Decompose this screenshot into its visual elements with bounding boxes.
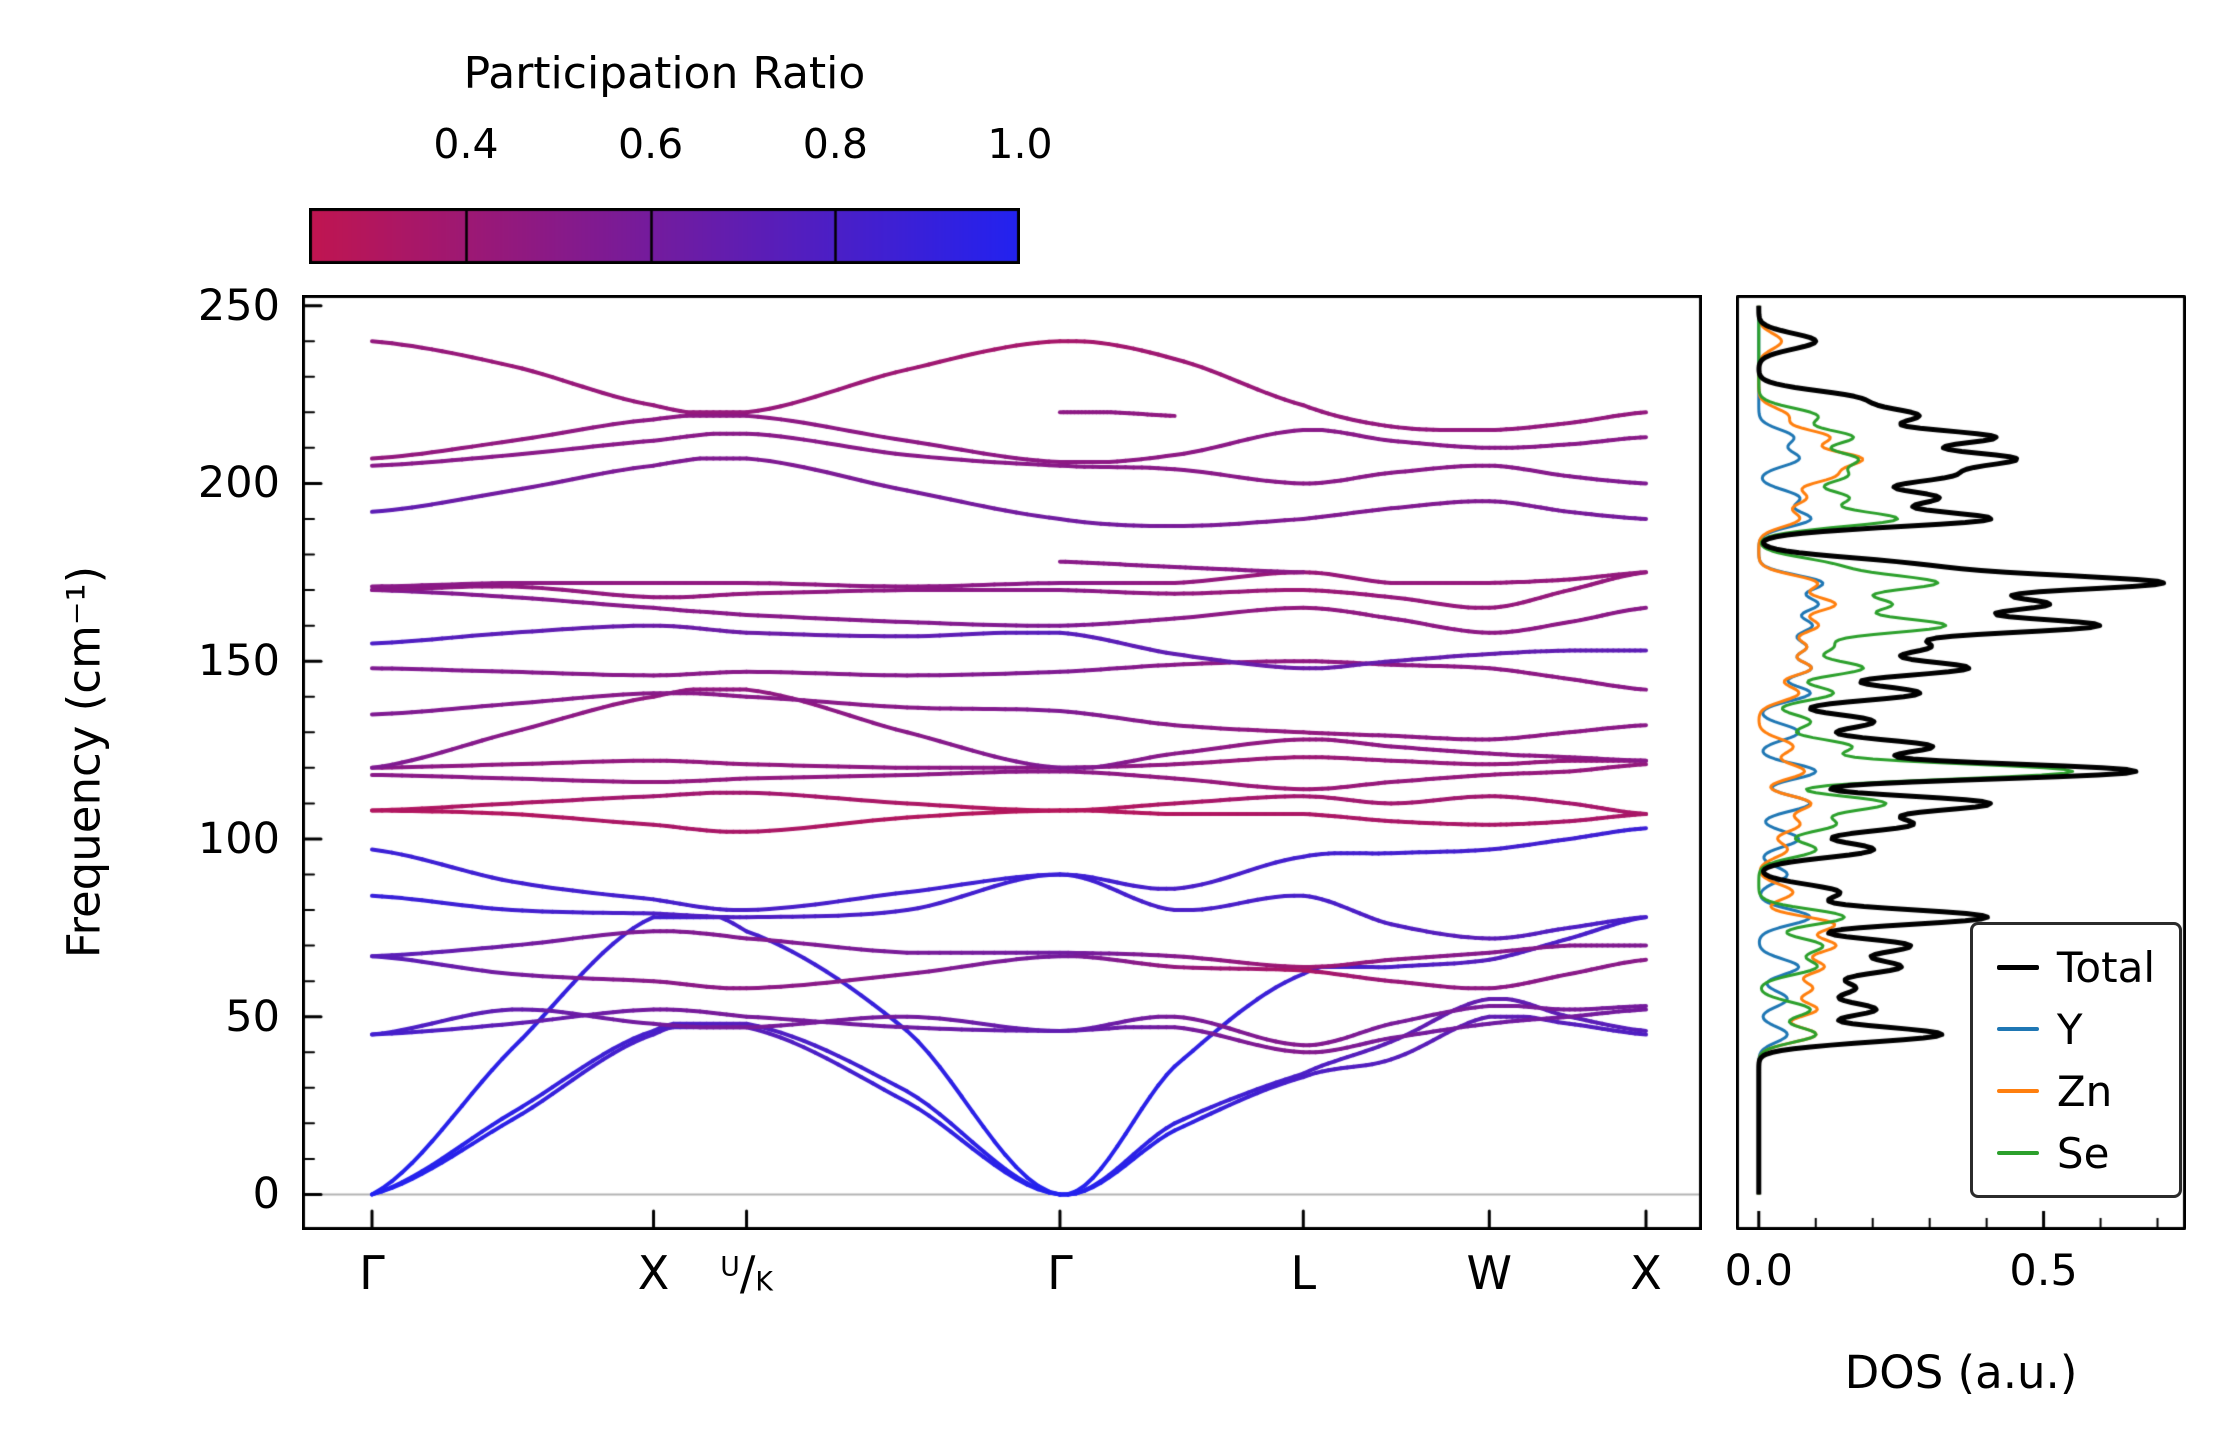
legend-label: Total [2056, 942, 2155, 992]
dos-tick-label: 0.0 [1724, 1246, 1793, 1296]
y-tick-label: 200 [197, 458, 280, 509]
colorbar [309, 208, 1020, 264]
legend-label: Se [2056, 1128, 2110, 1178]
dos-tick-label: 0.5 [2009, 1246, 2078, 1296]
colorbar-tick-label: 0.6 [618, 120, 684, 168]
legend-label: Y [2056, 1004, 2083, 1054]
kpoint-label: Γ [1047, 1246, 1073, 1300]
kpoint-label: X [637, 1246, 670, 1300]
legend-line-sample [1996, 964, 2039, 970]
legend-item-total: Total [1996, 939, 2155, 995]
legend-item-y: Y [1996, 1001, 2155, 1057]
y-tick-label: 0 [252, 1169, 280, 1220]
legend-item-se: Se [1996, 1125, 2155, 1181]
kpoint-label: U/K [720, 1246, 773, 1300]
dos-legend: Total Y Zn Se [1969, 922, 2182, 1198]
kpoint-label: L [1290, 1246, 1317, 1300]
y-tick-label: 250 [197, 280, 280, 331]
kpoint-label: X [1630, 1246, 1662, 1300]
band-structure-plot [302, 295, 1702, 1230]
legend-label: Zn [2056, 1066, 2113, 1116]
colorbar-tick-label: 0.8 [802, 120, 868, 168]
legend-line-sample [1996, 1027, 2039, 1031]
legend-line-sample [1996, 1089, 2039, 1093]
kpoint-label: W [1466, 1246, 1513, 1300]
legend-line-sample [1996, 1151, 2039, 1155]
y-tick-label: 100 [197, 813, 280, 864]
kpoint-label: Γ [359, 1246, 385, 1300]
frequency-axis-label: Frequency (cm⁻¹) [57, 565, 111, 959]
colorbar-tick-label: 0.4 [433, 120, 499, 168]
y-tick-label: 150 [197, 636, 280, 687]
legend-item-zn: Zn [1996, 1063, 2155, 1119]
dos-axis-label: DOS (a.u.) [1844, 1346, 2078, 1399]
colorbar-tick-label: 1.0 [987, 120, 1053, 168]
y-tick-label: 50 [225, 991, 280, 1042]
colorbar-title: Participation Ratio [463, 48, 866, 99]
